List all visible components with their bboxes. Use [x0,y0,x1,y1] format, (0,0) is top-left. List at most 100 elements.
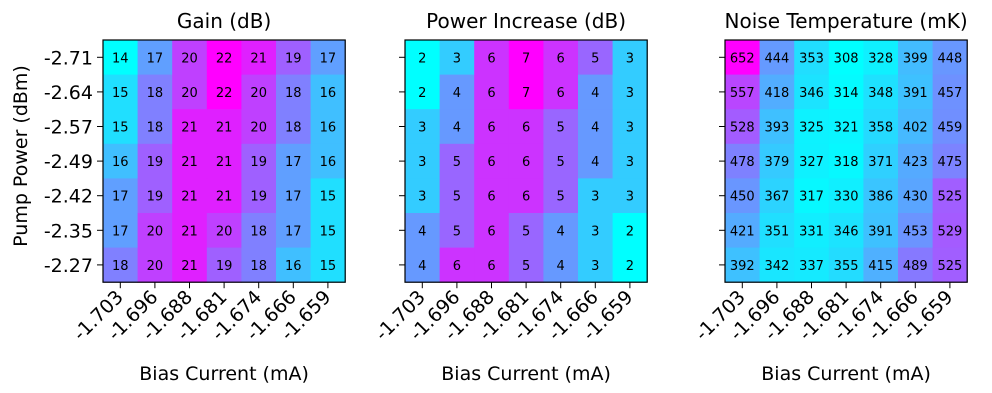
cell-value-label: 3 [453,51,461,66]
heatmap-cell [932,40,968,76]
heatmap-cell [172,143,208,179]
cell-value-label: 475 [937,155,962,170]
heatmap-cell [932,247,968,283]
heatmap-cell [759,40,795,76]
panel-title: Gain (dB) [177,9,271,33]
heatmap-cell [863,40,899,76]
heatmap-cell [206,178,242,214]
cell-value-label: 21 [181,190,198,205]
heatmap-panel: Noise Temperature (mK) 652 444 353 308 328 399… [691,9,968,385]
cell-value-label: 2 [626,224,634,239]
heatmap-cell [137,213,173,249]
cell-value-label: 19 [250,155,267,170]
cell-value-label: 525 [937,259,962,274]
heatmap-cell [103,40,139,76]
cell-value-label: 6 [522,155,530,170]
heatmap-cell [759,143,795,179]
cell-value-label: 2 [418,51,426,66]
cell-value-label: 346 [834,224,859,239]
cell-value-label: 351 [764,224,789,239]
cell-value-label: 20 [147,224,164,239]
cell-value-label: 5 [557,155,565,170]
heatmap-cell [172,74,208,110]
heatmap-cell [474,40,510,76]
cell-value-label: 14 [112,51,129,66]
cell-value-label: 16 [320,86,337,101]
heatmap-cell [241,74,277,110]
heatmap-cell [439,40,475,76]
cell-value-label: 6 [487,155,495,170]
cell-value-label: 17 [112,190,129,205]
cell-value-label: 21 [181,155,198,170]
heatmap-cell [276,40,312,76]
heatmap-cell [794,40,830,76]
cell-value-label: 17 [147,51,164,66]
heatmap-cell [759,74,795,110]
cell-value-label: 6 [487,259,495,274]
heatmap-cell [725,178,761,214]
cell-value-label: 355 [834,259,859,274]
cell-value-label: 358 [868,121,893,136]
heatmap-cell [759,109,795,145]
heatmap-cell [932,109,968,145]
heatmap-cell [310,247,346,283]
heatmap-panel: Gain (dB) 14 17 20 22 21 19 17 15 18 20 22 20 18 16 15 1… [44,9,346,385]
cell-value-label: 21 [216,190,233,205]
cell-value-label: 21 [181,224,198,239]
cell-value-label: 6 [557,86,565,101]
cell-value-label: 18 [285,86,302,101]
heatmap-cell [932,178,968,214]
cell-value-label: 20 [216,224,233,239]
cell-value-label: 20 [181,86,198,101]
heatmap-cell [276,109,312,145]
cell-value-label: 391 [903,86,928,101]
cell-value-label: 386 [868,190,893,205]
cell-value-label: 16 [112,155,129,170]
cell-value-label: 3 [591,259,599,274]
cell-value-label: 331 [799,224,824,239]
heatmap-cell [725,143,761,179]
cell-value-label: 415 [868,259,893,274]
heatmap-cell [439,247,475,283]
cell-value-label: 399 [903,51,928,66]
cell-value-label: 5 [557,121,565,136]
cell-value-label: 321 [834,121,859,136]
cell-value-label: 3 [626,190,634,205]
heatmap-cell [898,247,934,283]
heatmap-cell [932,213,968,249]
cell-value-label: 3 [591,224,599,239]
cell-value-label: 448 [937,51,962,66]
heatmap-cell [276,178,312,214]
heatmap-panel: Power Increase (dB) 2 3 6 7 6 5 3 2 4 6 7 6 4 3 3 4 6 6 5 4 3… [371,9,648,385]
cell-value-label: 6 [453,259,461,274]
cell-value-label: 19 [147,155,164,170]
panel-title: Noise Temperature (mK) [725,9,968,33]
heatmap-cell [474,109,510,145]
cell-value-label: 529 [937,224,962,239]
cell-value-label: 22 [216,86,233,101]
heatmap-cell [137,178,173,214]
cell-value-label: 16 [285,259,302,274]
heatmap-cell [241,143,277,179]
cell-value-label: 17 [285,155,302,170]
cell-value-label: 652 [730,51,755,66]
cell-value-label: 430 [903,190,928,205]
heatmap-cell [794,247,830,283]
heatmap-cell [103,74,139,110]
heatmap-cell [898,143,934,179]
heatmap-cell [898,74,934,110]
cell-value-label: 2 [626,259,634,274]
cell-value-label: 3 [418,190,426,205]
heatmap-cell [508,109,544,145]
cell-value-label: 5 [453,190,461,205]
cell-value-label: 4 [557,259,565,274]
heatmap-cell [863,178,899,214]
cell-value-label: 6 [557,51,565,66]
cell-value-label: 348 [868,86,893,101]
heatmap-cell [543,109,579,145]
cell-value-label: 557 [730,86,755,101]
cell-value-label: 4 [591,121,599,136]
heatmap-cell [759,247,795,283]
